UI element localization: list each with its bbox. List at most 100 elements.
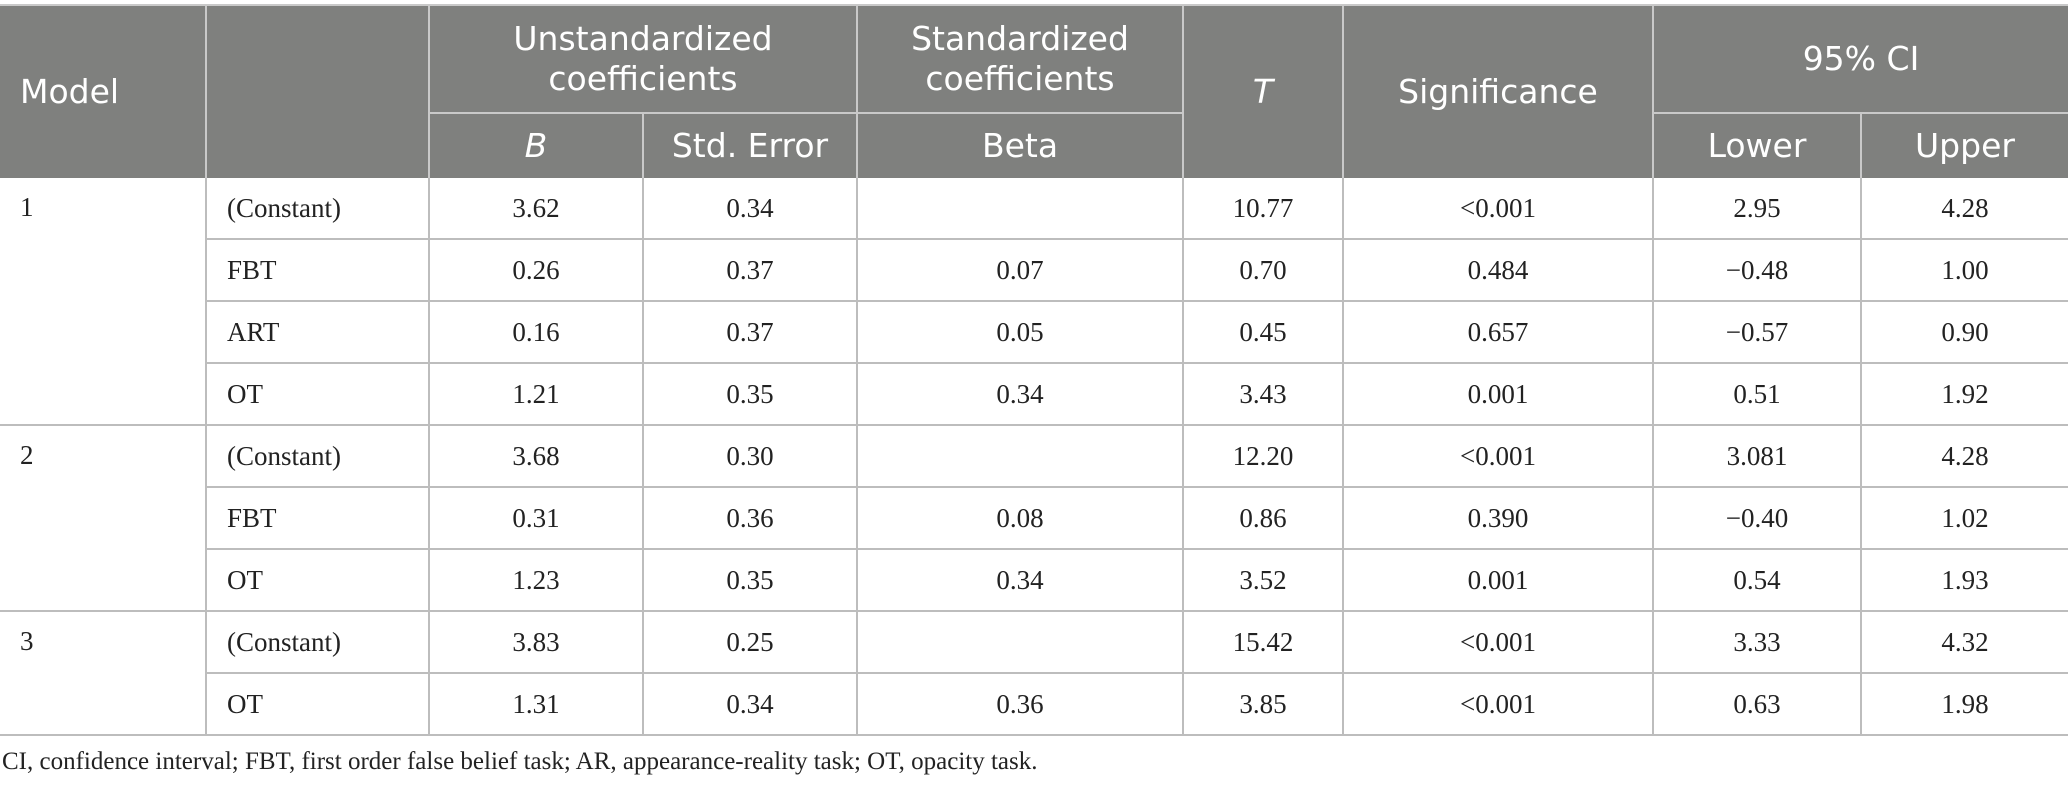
table-footnote: CI, confidence interval; FBT, first orde… [2,748,1038,775]
table-row: 2 (Constant) 3.68 0.30 12.20 <0.001 3.08… [0,425,2068,612]
regression-table: Model Unstandardized coefficients Standa… [0,4,2068,736]
ci-lower-cell: 0.63 [1652,673,1861,736]
b-cell: 1.23 [428,549,643,612]
ci-lower-cell: 3.081 [1652,425,1861,488]
table-row: ART 0.16 0.37 0.05 0.45 0.657 −0.57 0.90 [0,301,2068,364]
b-cell: 3.68 [428,425,643,488]
table-row: OT 1.31 0.34 0.36 3.85 <0.001 0.63 1.98 [0,673,2068,736]
ci-lower-cell: 0.51 [1652,363,1861,426]
ci-upper-cell: 0.90 [1860,301,2068,364]
t-cell: 0.70 [1182,239,1343,302]
ci-lower-cell: −0.57 [1652,301,1861,364]
t-cell: 3.52 [1182,549,1343,612]
sig-cell: <0.001 [1342,673,1653,736]
ci-upper-cell: 1.02 [1860,487,2068,550]
ci-upper-cell: 4.32 [1860,611,2068,674]
b-cell: 0.16 [428,301,643,364]
ci-upper-cell: 1.92 [1860,363,2068,426]
t-cell: 0.45 [1182,301,1343,364]
table-row: 1 (Constant) 3.62 0.34 10.77 <0.001 2.95… [0,178,2068,426]
ci-lower-cell: 0.54 [1652,549,1861,612]
sig-cell: 0.484 [1342,239,1653,302]
se-cell: 0.30 [642,425,857,488]
sig-cell: 0.001 [1342,363,1653,426]
ci-upper-cell: 1.00 [1860,239,2068,302]
b-cell: 0.26 [428,239,643,302]
t-cell: 0.86 [1182,487,1343,550]
se-cell: 0.34 [642,673,857,736]
table-body: 1 (Constant) 3.62 0.34 10.77 <0.001 2.95… [0,178,2068,736]
b-cell: 1.31 [428,673,643,736]
predictor-cell: FBT [205,487,429,550]
predictor-cell: OT [205,549,429,612]
se-cell: 0.35 [642,363,857,426]
se-cell: 0.25 [642,611,857,674]
table-row: OT 1.21 0.35 0.34 3.43 0.001 0.51 1.92 [0,363,2068,426]
predictor-cell: FBT [205,239,429,302]
model-number: 1 [0,178,206,426]
t-cell: 15.42 [1182,611,1343,674]
se-cell: 0.36 [642,487,857,550]
beta-cell [856,425,1183,488]
t-cell: 12.20 [1182,425,1343,488]
header-significance: Significance [1342,4,1653,178]
ci-lower-cell: 2.95 [1652,178,1861,240]
se-cell: 0.37 [642,301,857,364]
predictor-cell: ART [205,301,429,364]
t-cell: 3.43 [1182,363,1343,426]
sig-cell: <0.001 [1342,425,1653,488]
ci-lower-cell: 3.33 [1652,611,1861,674]
header-ci: 95% CI [1652,4,2068,113]
predictor-cell: OT [205,673,429,736]
ci-upper-cell: 1.93 [1860,549,2068,612]
predictor-cell: OT [205,363,429,426]
ci-upper-cell: 1.98 [1860,673,2068,736]
model-number: 2 [0,425,206,612]
header-b: B [428,112,643,178]
table-row: FBT 0.26 0.37 0.07 0.70 0.484 −0.48 1.00 [0,239,2068,302]
se-cell: 0.34 [642,178,857,240]
sig-cell: <0.001 [1342,611,1653,674]
header-beta: Beta [856,112,1183,178]
se-cell: 0.35 [642,549,857,612]
header-predictor [205,4,429,178]
header-std-error: Std. Error [642,112,857,178]
header-unstandardized: Unstandardized coefficients [428,4,857,113]
b-cell: 0.31 [428,487,643,550]
ci-lower-cell: −0.40 [1652,487,1861,550]
table-row: OT 1.23 0.35 0.34 3.52 0.001 0.54 1.93 [0,549,2068,612]
b-cell: 3.83 [428,611,643,674]
t-cell: 3.85 [1182,673,1343,736]
predictor-cell: (Constant) [205,425,429,488]
table-header: Model Unstandardized coefficients Standa… [0,4,2068,178]
header-lower: Lower [1652,112,1861,178]
sig-cell: 0.001 [1342,549,1653,612]
sig-cell: <0.001 [1342,178,1653,240]
b-cell: 1.21 [428,363,643,426]
predictor-cell: (Constant) [205,178,429,240]
ci-lower-cell: −0.48 [1652,239,1861,302]
model-number: 3 [0,611,206,736]
beta-cell: 0.34 [856,363,1183,426]
header-model: Model [0,4,206,178]
header-standardized: Standardized coefficients [856,4,1183,113]
header-upper: Upper [1860,112,2068,178]
table-row: FBT 0.31 0.36 0.08 0.86 0.390 −0.40 1.02 [0,487,2068,550]
regression-table-container: Model Unstandardized coefficients Standa… [0,4,2068,736]
beta-cell: 0.36 [856,673,1183,736]
table-row: 3 (Constant) 3.83 0.25 15.42 <0.001 3.33… [0,611,2068,736]
beta-cell [856,178,1183,240]
sig-cell: 0.657 [1342,301,1653,364]
header-t: T [1182,4,1343,178]
predictor-cell: (Constant) [205,611,429,674]
sig-cell: 0.390 [1342,487,1653,550]
se-cell: 0.37 [642,239,857,302]
beta-cell [856,611,1183,674]
ci-upper-cell: 4.28 [1860,178,2068,240]
ci-upper-cell: 4.28 [1860,425,2068,488]
beta-cell: 0.34 [856,549,1183,612]
beta-cell: 0.05 [856,301,1183,364]
b-cell: 3.62 [428,178,643,240]
t-cell: 10.77 [1182,178,1343,240]
beta-cell: 0.07 [856,239,1183,302]
